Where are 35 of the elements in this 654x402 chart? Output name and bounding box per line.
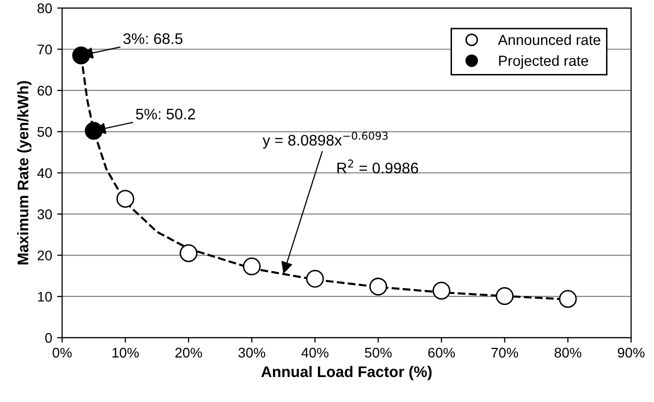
x-axis-title: Annual Load Factor (%) <box>261 366 432 380</box>
y-tick-label: 0 <box>45 333 52 343</box>
x-tick-label: 90% <box>618 348 645 358</box>
y-tick-label: 40 <box>37 168 52 178</box>
y-tick-label: 10 <box>38 292 52 302</box>
y-tick-label: 70 <box>38 44 52 54</box>
y-axis-title: Maximum Rate (yen/kWh) <box>17 81 32 264</box>
y-tick-label: 30 <box>37 209 52 220</box>
annotation: 3%: 68.5 <box>123 33 182 44</box>
point <box>369 278 388 296</box>
x-tick-label: 50% <box>364 348 392 358</box>
point <box>432 282 450 300</box>
x-tick-label: 20% <box>175 348 202 358</box>
x-tick-label: 60% <box>428 348 455 358</box>
point <box>242 257 261 276</box>
point <box>180 244 198 262</box>
y-tick-label: 80 <box>38 3 52 14</box>
x-tick-label: 10% <box>112 348 139 358</box>
x-tick-label: 70% <box>491 348 518 358</box>
point <box>116 190 134 208</box>
x-tick-label: 80% <box>554 348 582 358</box>
point <box>558 290 577 308</box>
y-tick-label: 50 <box>38 126 52 137</box>
x-tick-label: 40% <box>301 348 328 358</box>
y-tick-label: 20 <box>38 250 52 260</box>
annotation: R$^{2}$ = 0.9986 <box>337 160 418 174</box>
legend-label: Announced rate <box>498 34 600 46</box>
x-tick-label: 30% <box>238 348 266 358</box>
legend-label: Projected rate <box>499 55 588 69</box>
annotation: y = 8.0898x$^{−0.6093}$ <box>262 132 388 149</box>
annotation: 5%: 50.2 <box>136 108 195 120</box>
point <box>496 287 514 305</box>
x-tick-label: 0% <box>52 348 72 358</box>
y-tick-label: 60 <box>38 86 52 96</box>
point <box>306 270 324 288</box>
